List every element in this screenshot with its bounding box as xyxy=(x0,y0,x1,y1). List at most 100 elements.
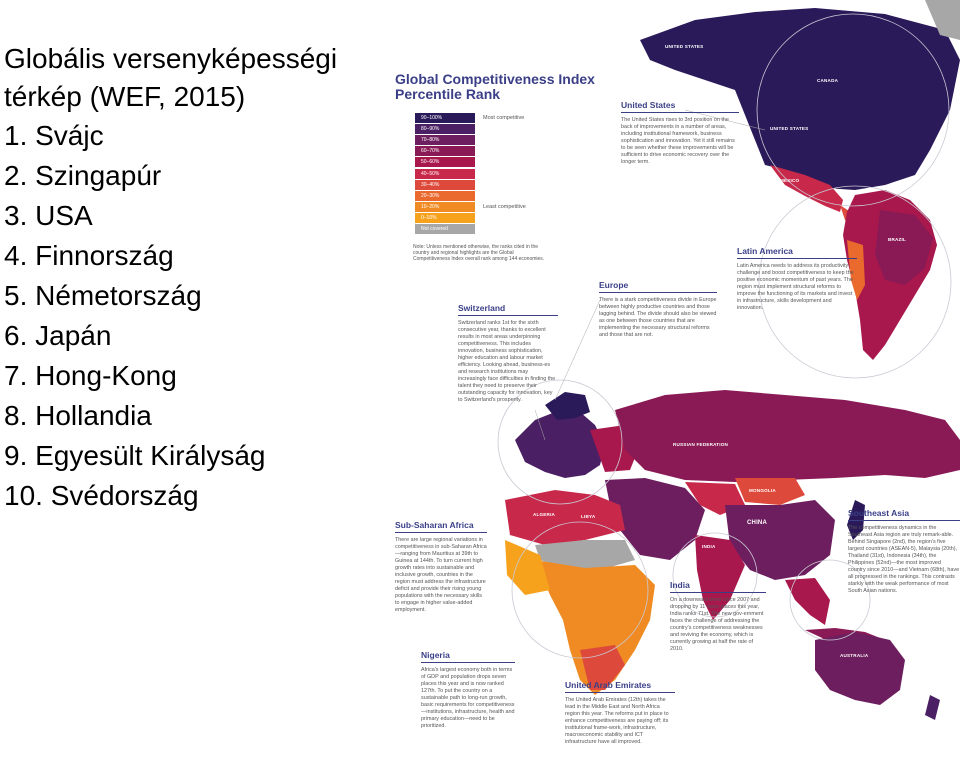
callout-text: The United States rises to 3rd position … xyxy=(621,117,735,165)
north-america-shape xyxy=(640,8,960,190)
legend-row: 90–100% Most competitive xyxy=(415,112,555,123)
legend-swatch: Not covered xyxy=(415,224,475,235)
legend-row: 50–60% xyxy=(415,157,555,168)
new-zealand-shape xyxy=(925,695,940,720)
callout-text: The United Arab Emirates (12th) takes th… xyxy=(565,697,669,745)
legend-range: 60–70% xyxy=(421,148,440,155)
scandinavia-shape xyxy=(545,392,590,420)
australia-shape xyxy=(815,632,905,705)
legend-swatch: 40–50% xyxy=(415,168,475,179)
latin-america-callout-circle xyxy=(758,185,952,379)
legend-swatch: 90–100% xyxy=(415,112,475,123)
label-russia: RUSSIAN FEDERATION xyxy=(673,442,729,447)
callout-title: Southeast Asia xyxy=(848,508,960,521)
mexico-shape xyxy=(770,165,843,212)
switzerland-leader-line xyxy=(534,409,546,441)
europe-shape xyxy=(515,410,605,478)
southeast-asia-shape xyxy=(785,578,830,625)
callout-text: Africa's largest economy both in terms o… xyxy=(421,667,515,729)
legend-range: 10–20% xyxy=(421,204,440,211)
legend-row: 30–40% xyxy=(415,179,555,190)
callout-europe: Europe There is a stark competitiveness … xyxy=(599,280,717,339)
callout-india: India On a downward trend since 2007 and… xyxy=(670,580,766,653)
callout-text: The competitiveness dynamics in the Sout… xyxy=(848,525,960,594)
callout-title: India xyxy=(670,580,766,593)
middle-east-shape xyxy=(605,478,705,560)
southeast-asia-callout-circle xyxy=(789,559,871,641)
ranking-panel: Globális versenyképességi térkép (WEF, 2… xyxy=(4,40,374,516)
europe-callout-circle xyxy=(497,379,623,505)
greenland-shape xyxy=(925,0,960,40)
legend-row: Not covered xyxy=(415,224,555,235)
callout-switzerland: Switzerland Switzerland ranks 1st for th… xyxy=(458,303,558,404)
page-title: Globális versenyképességi térkép (WEF, 2… xyxy=(4,43,338,112)
ranking-item: 1. Svájc xyxy=(4,120,104,151)
callout-title: Sub-Saharan Africa xyxy=(395,520,487,533)
west-africa-shape xyxy=(505,540,550,595)
label-mexico: MEXICO xyxy=(780,178,800,183)
legend-row: 70–80% xyxy=(415,134,555,145)
map-legend: 90–100% Most competitive 80–90% 70–80% 60… xyxy=(415,112,555,235)
legend-swatch: 70–80% xyxy=(415,134,475,145)
legend-swatch: 80–90% xyxy=(415,123,475,134)
callout-text: Latin America needs to address its produ… xyxy=(737,263,854,311)
legend-row: 40–50% xyxy=(415,168,555,179)
russia-shape xyxy=(615,390,960,482)
us-leader-line xyxy=(684,109,766,131)
legend-range: 0–10% xyxy=(421,215,437,222)
ranking-item: 6. Japán xyxy=(4,320,112,351)
india-callout-circle xyxy=(672,532,758,618)
callout-title: United States xyxy=(621,100,739,113)
north-america-callout-circle xyxy=(756,13,950,207)
mongolia-shape xyxy=(735,478,805,505)
legend-range: 40–50% xyxy=(421,170,440,177)
callout-southeast-asia: Southeast Asia The competitiveness dynam… xyxy=(848,508,960,595)
north-africa-shape xyxy=(505,490,625,545)
callout-title: Europe xyxy=(599,280,717,293)
label-india: INDIA xyxy=(702,544,716,549)
ranking-item: 2. Szingapúr xyxy=(4,160,162,191)
label-china: CHINA xyxy=(747,520,767,526)
southern-africa-shape xyxy=(580,645,625,690)
legend-swatch: 60–70% xyxy=(415,146,475,157)
legend-row: 20–30% xyxy=(415,190,555,201)
label-canada: CANADA xyxy=(817,78,839,83)
callout-text: There is a stark competitiveness divide … xyxy=(599,297,717,338)
ranking-item: 8. Hollandia xyxy=(4,400,152,431)
sub-saharan-shape xyxy=(535,560,655,695)
legend-swatch: 20–30% xyxy=(415,190,475,201)
legend-swatch: 10–20% xyxy=(415,202,475,213)
legend-row: 80–90% xyxy=(415,123,555,134)
brazil-shape xyxy=(875,210,933,285)
ranking-item: 9. Egyesült Királyság xyxy=(4,440,266,471)
ranking-list: 1. Svájc 2. Szingapúr 3. USA 4. Finnorsz… xyxy=(4,116,374,516)
europe-leader-line xyxy=(554,299,601,401)
label-algeria: ALGERIA xyxy=(533,512,556,517)
legend-range: 70–80% xyxy=(421,136,440,143)
legend-most-label: Most competitive xyxy=(483,114,525,121)
legend-swatch: 0–10% xyxy=(415,213,475,224)
competitiveness-map: Global Competitiveness Index Percentile … xyxy=(385,0,960,757)
label-us-top: UNITED STATES xyxy=(665,44,704,49)
label-us-main: UNITED STATES xyxy=(770,126,809,131)
callout-sub-saharan-africa: Sub-Saharan Africa There are large regio… xyxy=(395,520,487,614)
callout-united-states: United States The United States rises to… xyxy=(621,100,739,166)
india-shape xyxy=(695,535,745,620)
legend-range: 30–40% xyxy=(421,181,440,188)
legend-least-label: Least competitive xyxy=(483,204,526,211)
legend-range: Not covered xyxy=(421,226,448,233)
label-australia: AUSTRALIA xyxy=(840,653,869,658)
legend-range: 50–60% xyxy=(421,159,440,166)
legend-row: 10–20% Least competitive xyxy=(415,202,555,213)
legend-range: 90–100% xyxy=(421,114,443,121)
callout-title: Nigeria xyxy=(421,650,515,663)
label-mongolia: MONGOLIA xyxy=(749,488,776,493)
legend-swatch: 30–40% xyxy=(415,179,475,190)
andes-shape xyxy=(847,240,865,300)
callout-nigeria: Nigeria Africa's largest economy both in… xyxy=(421,650,515,730)
callout-title: Latin America xyxy=(737,246,857,259)
map-title: Global Competitiveness Index Percentile … xyxy=(395,71,595,102)
china-shape xyxy=(725,500,835,580)
legend-row: 60–70% xyxy=(415,146,555,157)
ranking-item: 4. Finnország xyxy=(4,240,174,271)
